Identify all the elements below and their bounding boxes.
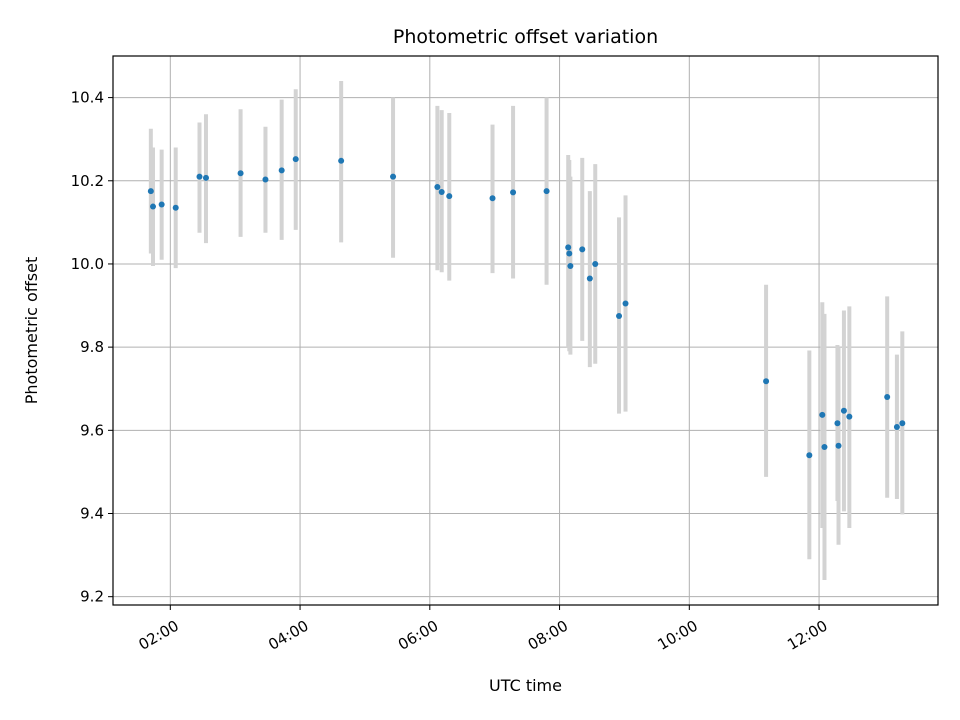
data-point	[196, 173, 203, 180]
data-point	[446, 193, 453, 200]
y-tick-label: 10.2	[71, 172, 104, 190]
data-point	[489, 195, 496, 202]
y-tick-label: 9.8	[80, 338, 104, 356]
y-axis-label: Photometric offset	[22, 257, 41, 405]
data-point	[262, 176, 269, 183]
data-point	[840, 407, 847, 414]
y-tick-label: 9.6	[80, 421, 104, 439]
data-point	[543, 188, 550, 195]
data-point	[834, 420, 841, 427]
data-points	[147, 156, 906, 459]
data-point	[846, 413, 853, 420]
data-point	[338, 157, 345, 164]
data-point	[899, 420, 906, 427]
x-axis-label: UTC time	[489, 676, 562, 695]
data-point	[278, 167, 285, 174]
data-point	[806, 452, 813, 459]
data-point	[622, 300, 629, 307]
grid-lines	[113, 56, 938, 605]
data-point	[565, 244, 572, 251]
plot-frame	[112, 55, 939, 606]
data-point	[893, 423, 900, 430]
data-point	[566, 250, 573, 257]
chart-title: Photometric offset variation	[393, 26, 658, 48]
data-point	[390, 173, 397, 180]
data-point	[292, 156, 299, 163]
data-point	[592, 260, 599, 267]
data-point	[884, 394, 891, 401]
data-point	[510, 189, 517, 196]
data-point	[835, 442, 842, 449]
data-point	[434, 184, 441, 191]
y-tick-label: 9.4	[80, 505, 104, 523]
data-point	[202, 174, 209, 181]
data-point	[579, 246, 586, 253]
data-point	[172, 204, 179, 211]
data-point	[147, 188, 154, 195]
data-point	[158, 201, 165, 208]
data-point	[150, 203, 157, 210]
data-point	[567, 263, 574, 270]
data-point	[763, 378, 770, 385]
data-point	[821, 443, 828, 450]
data-point	[438, 189, 445, 196]
y-tick-label: 10.4	[71, 89, 104, 107]
data-point	[616, 312, 623, 319]
y-tick-label: 10.0	[71, 255, 104, 273]
data-point	[586, 275, 593, 282]
data-point	[237, 170, 244, 177]
data-point	[819, 411, 826, 418]
y-tick-label: 9.2	[80, 588, 104, 606]
y-axis-ticks: 9.2 9.4 9.6 9.8 10.0 10.2 10.4	[71, 89, 113, 606]
